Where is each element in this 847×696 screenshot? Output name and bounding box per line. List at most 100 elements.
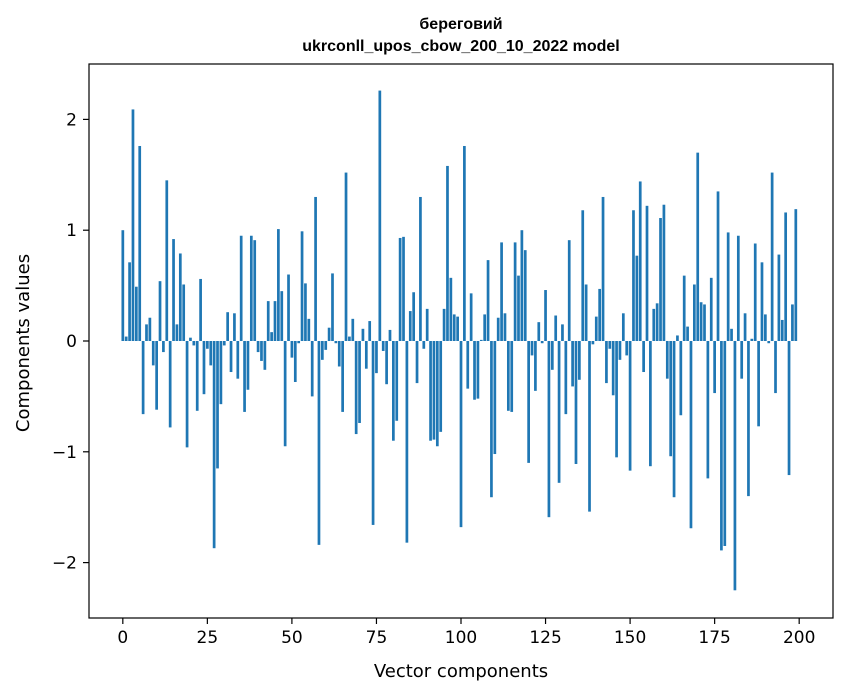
bar-83	[402, 236, 405, 341]
bar-174	[709, 277, 713, 341]
bar-151	[632, 210, 635, 341]
bar-192	[770, 172, 774, 341]
y-tick-label: 1	[66, 221, 77, 241]
bar-31	[226, 312, 230, 341]
bar-143	[605, 341, 608, 384]
bar-74	[371, 341, 375, 525]
bar-149	[625, 341, 629, 356]
bar-3	[131, 109, 135, 342]
bar-162	[669, 341, 673, 457]
x-tick-label: 0	[117, 628, 128, 648]
bar-53	[300, 231, 304, 341]
bar-106	[479, 339, 483, 341]
x-tick-label: 50	[281, 628, 303, 648]
bar-37	[246, 341, 250, 390]
bar-140	[594, 316, 598, 341]
chart-title-line1: береговий	[419, 16, 502, 33]
bar-115	[510, 341, 514, 412]
bar-168	[689, 341, 693, 529]
bar-15	[172, 239, 175, 341]
bar-114	[506, 341, 510, 411]
bar-56	[310, 341, 314, 397]
bar-190	[764, 314, 767, 341]
bar-86	[412, 292, 416, 341]
bar-194	[777, 254, 781, 341]
bar-116	[513, 242, 517, 341]
bar-93	[435, 341, 439, 447]
bar-82	[398, 237, 402, 341]
bar-13	[165, 180, 169, 341]
bar-14	[168, 341, 172, 428]
bar-91	[429, 341, 432, 441]
bar-100	[459, 341, 463, 528]
bar-42	[263, 341, 267, 370]
bar-52	[297, 341, 301, 344]
bar-96	[446, 165, 449, 341]
bar-48	[283, 341, 287, 447]
y-tick-label: 2	[66, 110, 77, 130]
bar-81	[395, 341, 399, 421]
bar-24	[202, 341, 206, 395]
y-axis-label: Components values	[13, 254, 34, 432]
bar-26	[209, 341, 213, 366]
bar-199	[794, 209, 798, 341]
bar-80	[392, 341, 395, 441]
bar-175	[713, 341, 716, 394]
bar-110	[493, 341, 497, 455]
bar-22	[195, 341, 199, 411]
bar-85	[408, 311, 412, 341]
bar-102	[466, 341, 470, 389]
bar-35	[239, 235, 243, 341]
bar-6	[141, 341, 145, 415]
bar-169	[692, 284, 696, 341]
bar-63	[334, 341, 338, 344]
bar-61	[327, 327, 331, 341]
bar-131	[564, 341, 568, 415]
bar-28	[216, 341, 219, 469]
bar-78	[385, 341, 388, 385]
bar-186	[750, 338, 754, 341]
bar-21	[192, 341, 196, 346]
bar-136	[581, 210, 585, 341]
bar-103	[469, 293, 473, 341]
bar-120	[527, 341, 530, 463]
bar-29	[219, 341, 223, 405]
bar-197	[787, 341, 791, 476]
bar-51	[293, 341, 297, 382]
bar-198	[791, 304, 794, 341]
bar-105	[476, 341, 480, 399]
bar-176	[716, 191, 720, 341]
bar-104	[473, 341, 476, 400]
bar-8	[148, 317, 152, 341]
bar-65	[341, 341, 344, 412]
bar-122	[534, 341, 537, 391]
bar-118	[520, 230, 524, 341]
bar-148	[621, 313, 625, 341]
bar-157	[652, 308, 656, 341]
bar-178	[723, 341, 727, 546]
plot-frame	[88, 63, 834, 619]
bar-193	[774, 341, 777, 394]
bar-160	[662, 204, 666, 341]
bar-189	[760, 262, 764, 341]
bar-142	[601, 196, 605, 341]
bar-113	[503, 313, 507, 341]
x-tick-label: 75	[366, 628, 388, 648]
bar-125	[544, 290, 547, 341]
bar-119	[523, 250, 527, 341]
bar-158	[655, 303, 659, 341]
y-tick-label: −2	[52, 554, 77, 574]
bar-71	[361, 328, 365, 341]
x-tick-label: 175	[698, 628, 730, 648]
bar-111	[496, 317, 500, 341]
bar-155	[645, 205, 649, 341]
bar-77	[381, 341, 385, 351]
bar-159	[659, 218, 662, 341]
bar-30	[222, 341, 226, 346]
bar-164	[676, 335, 679, 341]
bar-90	[425, 308, 429, 341]
bar-99	[456, 316, 459, 341]
bar-10	[155, 341, 158, 410]
bar-95	[442, 308, 446, 341]
bar-88	[419, 196, 422, 341]
